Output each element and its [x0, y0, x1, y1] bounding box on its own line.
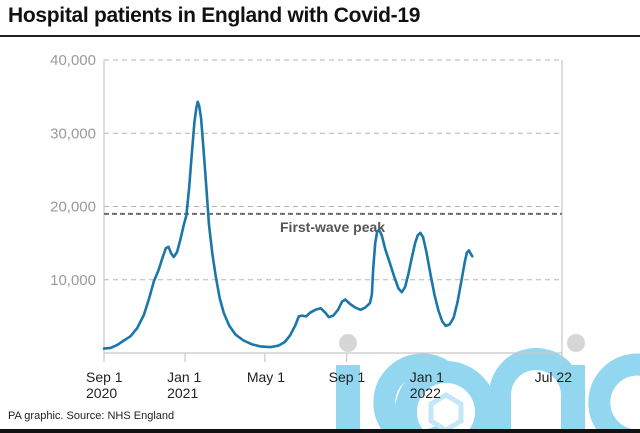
watermark-o — [395, 361, 497, 433]
y-tick-labels: 40,000 30,000 20,000 10,000 — [50, 52, 96, 289]
y-tick-label: 10,000 — [50, 272, 96, 289]
first-wave-peak-label: First-wave peak — [280, 219, 385, 235]
watermark-i2-stem — [565, 365, 585, 433]
watermark-i-stem — [336, 365, 360, 433]
x-tick-label: Sep 1 — [86, 369, 123, 385]
x-tick-year: 2020 — [86, 385, 117, 401]
reference-line-group: First-wave peak — [104, 212, 562, 235]
y-tick-label: 20,000 — [50, 199, 96, 216]
x-tick-year: 2022 — [410, 385, 441, 401]
y-tick-label: 40,000 — [50, 52, 96, 69]
x-tick-year: 2021 — [167, 385, 198, 401]
x-tick-label: Sep 1 — [329, 369, 366, 385]
x-tick-label: May 1 — [247, 369, 285, 385]
watermark-i2-dot — [567, 334, 585, 352]
bottom-divider — [0, 429, 640, 433]
chart-title: Hospital patients in England with Covid-… — [8, 4, 421, 27]
series-group — [102, 100, 474, 350]
gridlines — [104, 59, 562, 281]
watermark-c2 — [588, 353, 640, 433]
title-divider — [0, 35, 640, 37]
x-tick-label: Jan 1 — [410, 369, 444, 385]
watermark-c1 — [373, 353, 452, 433]
source-note: PA graphic. Source: NHS England — [8, 410, 175, 422]
x-tick-label: Jul 22 — [535, 369, 573, 385]
y-tick-label: 30,000 — [50, 125, 96, 142]
x-tick-label: Jan 1 — [167, 369, 201, 385]
axes — [103, 60, 563, 365]
iconic-watermark — [336, 334, 640, 433]
watermark-i-dot — [339, 334, 357, 352]
